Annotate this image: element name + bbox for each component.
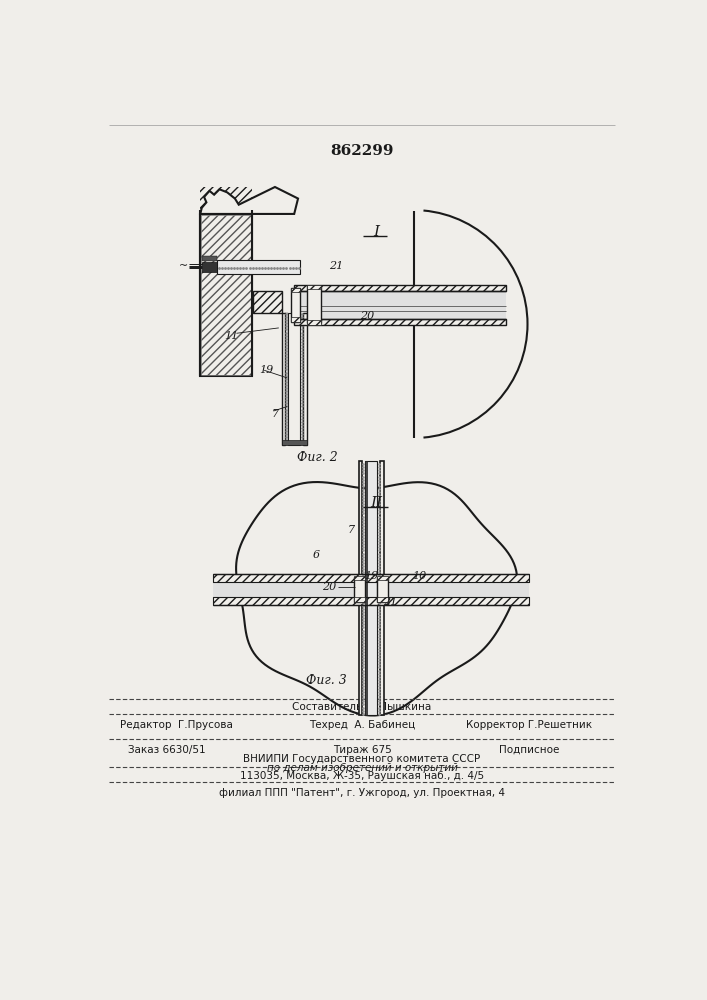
Bar — [214, 582, 529, 597]
Bar — [201, 215, 251, 375]
Bar — [253, 291, 282, 312]
Text: 7: 7 — [272, 409, 279, 419]
Text: Техред  А. Бабинец: Техред А. Бабинец — [309, 720, 415, 730]
Bar — [378, 577, 388, 602]
Bar — [282, 312, 285, 445]
Bar — [214, 574, 529, 582]
Bar — [291, 288, 300, 322]
Text: 19: 19 — [364, 571, 378, 581]
Text: 11: 11 — [224, 331, 238, 341]
Text: II: II — [370, 496, 382, 510]
Bar — [354, 576, 365, 580]
Text: 21: 21 — [329, 261, 343, 271]
Text: Фиг. 2: Фиг. 2 — [297, 451, 338, 464]
Bar — [354, 577, 365, 602]
Polygon shape — [236, 482, 517, 715]
Bar — [380, 461, 383, 715]
Bar — [291, 317, 300, 322]
Text: 6: 6 — [312, 550, 320, 560]
Bar — [308, 285, 321, 289]
Bar — [294, 291, 506, 319]
Text: Редактор  Г.Прусова: Редактор Г.Прусова — [120, 720, 233, 730]
Bar — [308, 320, 321, 325]
Text: Заказ 6630/51: Заказ 6630/51 — [129, 745, 206, 755]
Bar — [303, 312, 307, 445]
Text: Тираж 675: Тираж 675 — [332, 745, 392, 755]
Bar — [294, 285, 506, 291]
Bar — [354, 597, 365, 602]
Bar — [308, 286, 321, 323]
Bar — [365, 461, 378, 715]
Text: Фиг. 3: Фиг. 3 — [306, 674, 347, 687]
Bar — [214, 597, 529, 605]
Text: ВНИИПИ Государственного комитета СССР: ВНИИПИ Государственного комитета СССР — [243, 754, 481, 764]
Text: I: I — [373, 225, 380, 239]
Bar — [201, 262, 217, 272]
Bar — [294, 319, 506, 325]
Text: 20: 20 — [360, 311, 374, 321]
Text: 7: 7 — [348, 525, 355, 535]
Polygon shape — [200, 187, 298, 214]
Text: 20: 20 — [322, 582, 337, 592]
Text: ~: ~ — [179, 261, 188, 271]
Text: Подписное: Подписное — [499, 745, 559, 755]
Bar — [282, 440, 307, 445]
Text: 862299: 862299 — [330, 144, 394, 158]
Bar — [285, 312, 288, 445]
Text: Составитель  В.Пышкина: Составитель В.Пышкина — [292, 702, 431, 712]
Bar — [378, 597, 388, 602]
Bar — [201, 256, 217, 261]
Bar — [359, 461, 362, 715]
Text: 113035, Москва, Ж-35, Раушская наб., д. 4/5: 113035, Москва, Ж-35, Раушская наб., д. … — [240, 771, 484, 781]
Text: по делам изобретений и открытий: по делам изобретений и открытий — [267, 763, 457, 773]
Text: филиал ППП "Патент", г. Ужгород, ул. Проектная, 4: филиал ППП "Патент", г. Ужгород, ул. Про… — [219, 788, 505, 798]
Bar — [365, 461, 368, 715]
Bar — [378, 576, 388, 580]
Text: Корректор Г.Решетник: Корректор Г.Решетник — [466, 720, 592, 730]
Bar — [291, 288, 300, 292]
Bar — [288, 312, 300, 445]
Text: 21: 21 — [382, 597, 397, 607]
Text: 10: 10 — [412, 571, 426, 581]
Bar — [200, 187, 252, 214]
Bar — [300, 312, 303, 445]
Bar — [200, 214, 252, 376]
Bar — [217, 260, 300, 274]
Text: 19: 19 — [259, 365, 274, 375]
